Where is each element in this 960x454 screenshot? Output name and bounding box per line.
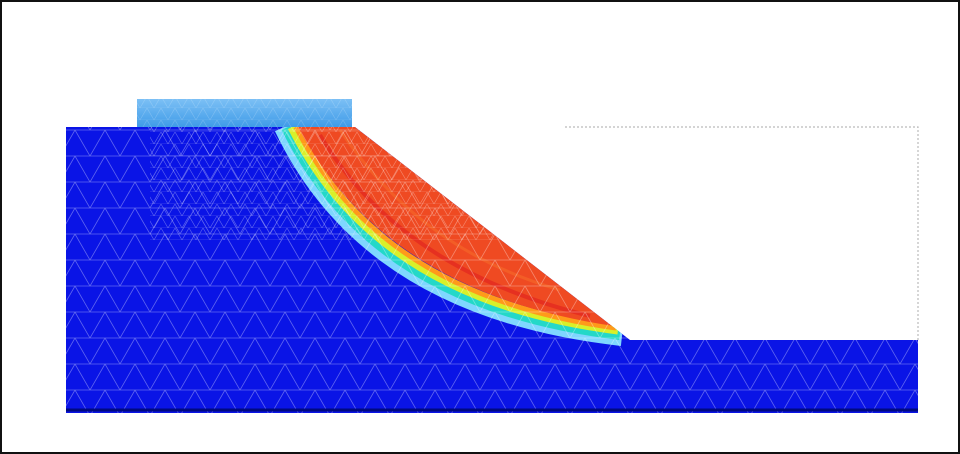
slope-model	[0, 0, 960, 454]
footing-mesh	[137, 99, 352, 127]
screenshot	[0, 0, 960, 454]
